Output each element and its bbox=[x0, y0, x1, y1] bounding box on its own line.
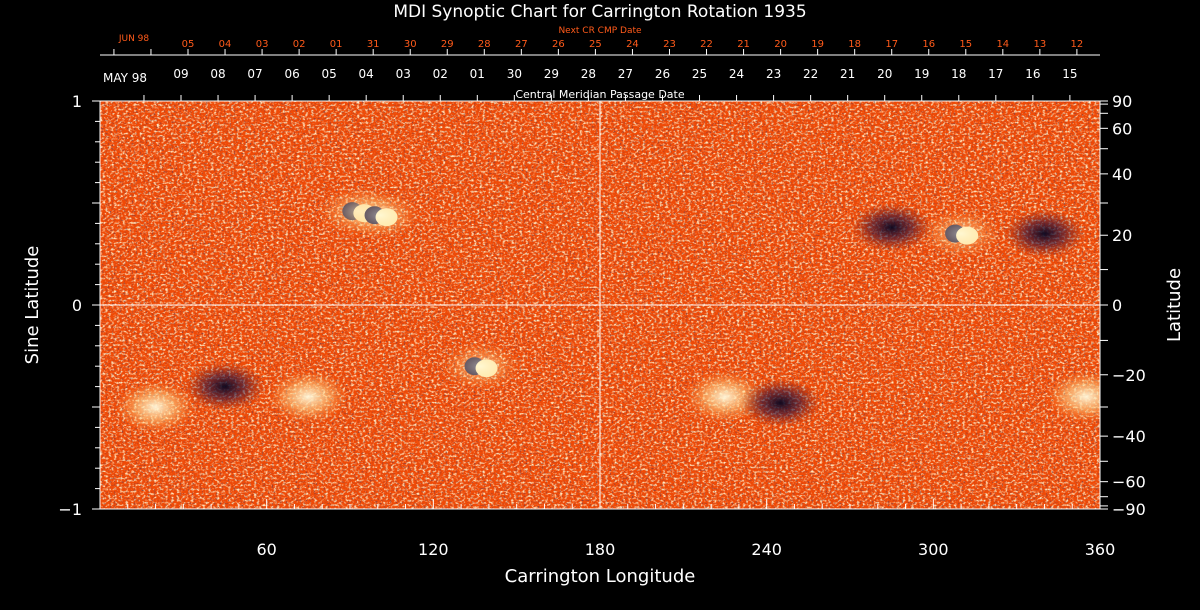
cmp-date-16: 23 bbox=[766, 67, 781, 81]
cmp-date-12: 27 bbox=[618, 67, 633, 81]
cmp-date-11: 28 bbox=[581, 67, 596, 81]
y-left-tick-label-2: −1 bbox=[58, 500, 82, 519]
cmp-date-10: 29 bbox=[544, 67, 559, 81]
next-cmp-date-20: 16 bbox=[922, 39, 935, 50]
cmp-date-18: 21 bbox=[840, 67, 855, 81]
next-cmp-date-19: 17 bbox=[885, 39, 898, 50]
cmp-date-19: 20 bbox=[877, 67, 892, 81]
chart-title: MDI Synoptic Chart for Carrington Rotati… bbox=[393, 2, 806, 22]
next-cmp-date-16: 20 bbox=[774, 39, 787, 50]
next-cmp-date-22: 14 bbox=[996, 39, 1009, 50]
x-axis-label: Carrington Longitude bbox=[505, 566, 696, 587]
next-cmp-axis-label: Next CR CMP Date bbox=[558, 26, 642, 36]
cmp-date-20: 19 bbox=[914, 67, 929, 81]
next-cmp-date-15: 21 bbox=[737, 39, 750, 50]
active-region-11 bbox=[1046, 370, 1100, 423]
next-cmp-date-0: 05 bbox=[182, 39, 195, 50]
active-regions bbox=[115, 187, 1100, 433]
x-tick-label-1: 120 bbox=[418, 540, 449, 559]
next-cmp-date-14: 22 bbox=[700, 39, 713, 50]
next-cmp-date-23: 13 bbox=[1033, 39, 1046, 50]
cmp-date-8: 01 bbox=[470, 67, 485, 81]
y-left-tick-label-0: 1 bbox=[72, 92, 82, 111]
next-cmp-date-7: 29 bbox=[441, 39, 454, 50]
y-axis-left: 1 0 −1 bbox=[58, 92, 100, 519]
next-cmp-date-18: 18 bbox=[848, 39, 861, 50]
cmp-date-3: 06 bbox=[284, 67, 299, 81]
next-cmp-date-4: 01 bbox=[330, 39, 343, 50]
cmp-date-13: 26 bbox=[655, 67, 670, 81]
y-right-tick-label-8: −90 bbox=[1112, 500, 1146, 519]
active-region-2-halo bbox=[440, 342, 521, 391]
cmp-month-label: MAY 98 bbox=[103, 71, 147, 85]
x-tick-label-0: 60 bbox=[256, 540, 276, 559]
next-cmp-date-10: 26 bbox=[552, 39, 565, 50]
cmp-date-5: 04 bbox=[359, 67, 374, 81]
cmp-axis-label: Central Meridian Passage Date bbox=[515, 88, 684, 101]
next-cmp-date-8: 28 bbox=[478, 39, 491, 50]
cmp-date-6: 03 bbox=[396, 67, 411, 81]
cmp-date-axes: Next CR CMP Date JUN 98 MAY 98 Central M… bbox=[100, 26, 1100, 102]
cmp-date-0: 09 bbox=[173, 67, 188, 81]
y-right-tick-label-6: −40 bbox=[1112, 427, 1146, 446]
y-right-tick-label-1: 60 bbox=[1112, 119, 1132, 138]
active-region-9 bbox=[851, 203, 932, 252]
y-right-tick-label-2: 40 bbox=[1112, 165, 1132, 184]
x-axis: 60 120 180 240 300 360 bbox=[99, 499, 1116, 559]
active-region-3-halo bbox=[921, 209, 1002, 258]
next-cmp-date-11: 25 bbox=[589, 39, 602, 50]
y-right-tick-label-5: −20 bbox=[1112, 366, 1146, 385]
next-cmp-date-9: 27 bbox=[515, 39, 528, 50]
next-cmp-date-17: 19 bbox=[811, 39, 824, 50]
magnetogram-plot bbox=[100, 101, 1100, 509]
y-right-tick-label-7: −60 bbox=[1112, 473, 1146, 492]
cmp-date-15: 24 bbox=[729, 67, 744, 81]
next-cmp-month-label: JUN 98 bbox=[118, 34, 150, 44]
cmp-date-14: 25 bbox=[692, 67, 707, 81]
next-cmp-date-1: 04 bbox=[219, 39, 232, 50]
next-cmp-date-21: 15 bbox=[959, 39, 972, 50]
next-cmp-date-13: 23 bbox=[663, 39, 676, 50]
next-cmp-date-5: 31 bbox=[367, 39, 380, 50]
y-axis-left-label: Sine Latitude bbox=[22, 246, 43, 365]
next-cmp-date-6: 30 bbox=[404, 39, 417, 50]
active-region-10 bbox=[1004, 209, 1085, 258]
cmp-date-1: 08 bbox=[210, 67, 225, 81]
next-cmp-date-2: 03 bbox=[256, 39, 269, 50]
next-cmp-date-24: 12 bbox=[1071, 39, 1084, 50]
y-right-tick-label-0: 90 bbox=[1112, 92, 1132, 111]
x-tick-label-4: 300 bbox=[918, 540, 949, 559]
y-right-tick-label-4: 0 bbox=[1112, 296, 1122, 315]
active-region-5 bbox=[115, 381, 196, 433]
active-region-6 bbox=[268, 370, 349, 423]
x-tick-label-5: 360 bbox=[1085, 540, 1116, 559]
cmp-date-9: 30 bbox=[507, 67, 522, 81]
next-cmp-date-3: 02 bbox=[293, 39, 306, 50]
y-axis-right-label: Latitude bbox=[1164, 268, 1185, 342]
cmp-date-4: 05 bbox=[322, 67, 337, 81]
x-tick-label-2: 180 bbox=[585, 540, 616, 559]
y-right-tick-label-3: 20 bbox=[1112, 226, 1132, 245]
next-cmp-date-12: 24 bbox=[626, 39, 639, 50]
y-left-tick-label-1: 0 bbox=[72, 296, 82, 315]
active-region-8 bbox=[740, 378, 821, 427]
cmp-date-24: 15 bbox=[1062, 67, 1077, 81]
cmp-date-21: 18 bbox=[951, 67, 966, 81]
cmp-date-22: 17 bbox=[988, 67, 1003, 81]
cmp-date-23: 16 bbox=[1025, 67, 1040, 81]
x-tick-label-3: 240 bbox=[751, 540, 782, 559]
y-axis-right: 90 60 40 20 0 −20 −40 −60 −90 bbox=[1100, 92, 1146, 519]
cmp-date-17: 22 bbox=[803, 67, 818, 81]
active-region-4 bbox=[185, 362, 265, 411]
cmp-date-7: 02 bbox=[433, 67, 448, 81]
active-region-1-halo bbox=[340, 191, 421, 240]
cmp-date-2: 07 bbox=[247, 67, 262, 81]
